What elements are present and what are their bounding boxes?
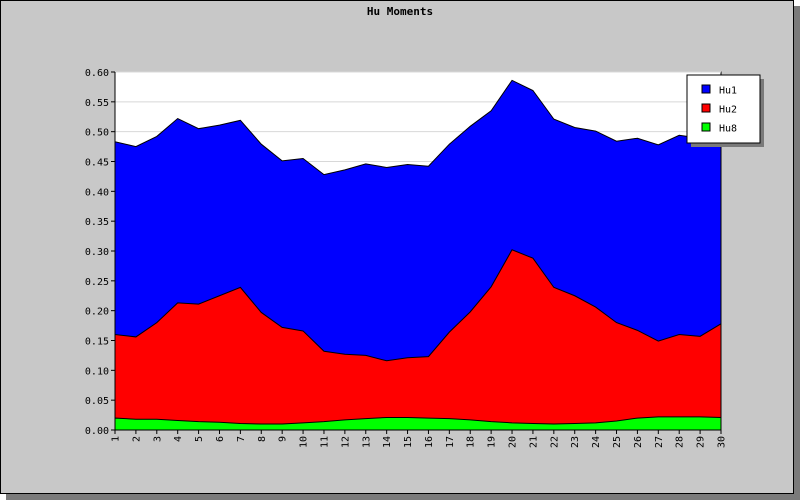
- x-tick-label: 9: [278, 436, 289, 442]
- frame-shadow-right: [794, 6, 800, 500]
- y-tick-label: 0.10: [85, 366, 109, 377]
- x-tick-label: 4: [173, 436, 184, 442]
- x-tick-label: 10: [299, 436, 310, 448]
- frame-shadow-bottom: [6, 494, 800, 500]
- y-tick-label: 0.60: [85, 68, 109, 79]
- legend-swatch-hu2: [701, 103, 711, 113]
- x-tick-label: 16: [424, 436, 435, 448]
- x-tick-label: 8: [257, 436, 268, 442]
- y-tick-label: 0.30: [85, 247, 109, 258]
- x-tick-label: 3: [152, 436, 163, 442]
- y-tick-label: 0.25: [85, 277, 109, 288]
- x-tick-label: 30: [717, 436, 728, 448]
- series-area-hu2: [114, 249, 722, 431]
- x-tick-label: 14: [382, 436, 393, 448]
- y-tick-label: 0.00: [85, 426, 109, 437]
- y-tick-label: 0.40: [85, 187, 109, 198]
- x-tick-label: 21: [528, 436, 539, 448]
- x-tick-label: 26: [633, 436, 644, 448]
- x-tick-label: 5: [194, 436, 205, 442]
- chart-title: Hu Moments: [367, 5, 433, 18]
- y-tick-label: 0.05: [85, 396, 109, 407]
- x-tick-label: 29: [696, 436, 707, 448]
- axes: 0.00 0.05 0.10 0.15 0.20 0.25 0.30 0.35 0.40 0.45…: [85, 68, 728, 448]
- x-tick-label: 1: [111, 436, 122, 442]
- x-tick-label: 11: [319, 436, 330, 448]
- x-tick-label: 12: [340, 436, 351, 448]
- y-tick-label: 0.35: [85, 217, 109, 228]
- legend-swatch-hu8: [701, 122, 711, 132]
- x-tick-label: 19: [487, 436, 498, 448]
- x-tick-label: 23: [570, 436, 581, 448]
- y-tick-label: 0.50: [85, 128, 109, 139]
- x-tick-label: 22: [549, 436, 560, 448]
- y-tick-label: 0.20: [85, 307, 109, 318]
- series-area-hu8: [114, 416, 722, 431]
- x-tick-label: 2: [131, 436, 142, 442]
- x-tick-label: 25: [612, 436, 623, 448]
- x-tick-label: 13: [361, 436, 372, 448]
- x-tick-label: 28: [675, 436, 686, 448]
- legend-box: [686, 74, 761, 144]
- x-tick-label: 17: [445, 436, 456, 448]
- legend-label-hu8: Hu8: [719, 124, 737, 135]
- x-tick-label: 27: [654, 436, 665, 448]
- legend-label-hu1: Hu1: [719, 86, 737, 97]
- legend-swatch-hu1: [701, 84, 711, 94]
- series-areas: [114, 79, 722, 431]
- legend: Hu1 Hu2 Hu8: [686, 74, 764, 147]
- legend-label-hu2: Hu2: [719, 105, 737, 116]
- x-tick-label: 7: [236, 436, 247, 442]
- x-tick-label: 18: [466, 436, 477, 448]
- x-tick-label: 6: [215, 436, 226, 442]
- x-tick-label: 15: [403, 436, 414, 448]
- x-tick-label: 20: [508, 436, 519, 448]
- y-tick-label: 0.55: [85, 98, 109, 109]
- y-tick-label: 0.15: [85, 337, 109, 348]
- y-tick-label: 0.45: [85, 158, 109, 169]
- x-tick-label: 24: [591, 436, 602, 448]
